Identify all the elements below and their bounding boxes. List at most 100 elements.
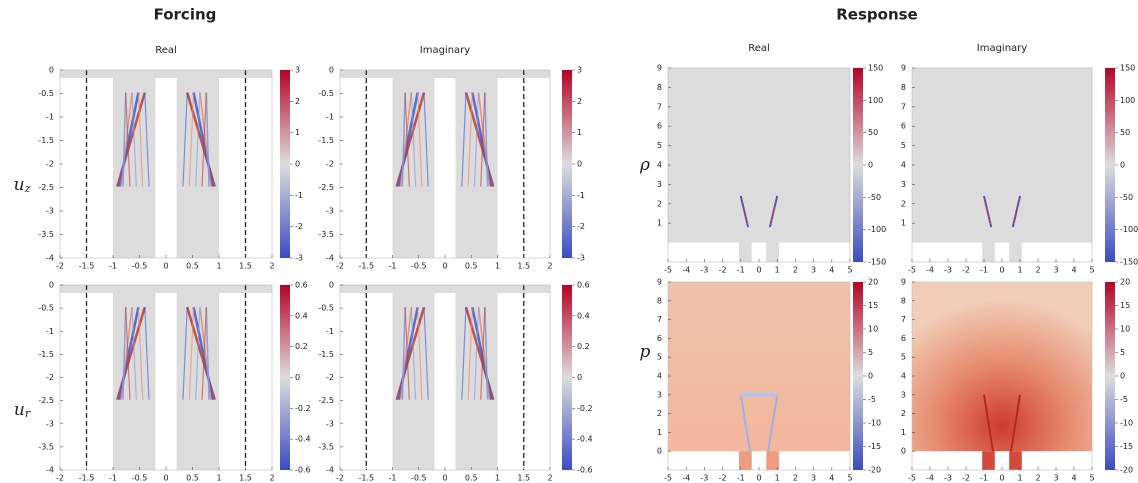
y-tick-label: -1 xyxy=(326,113,334,122)
x-tick-label: 2 xyxy=(269,262,274,271)
y-tick-label: 9 xyxy=(657,64,662,73)
x-tick-label: -0.5 xyxy=(132,262,148,271)
colorbar xyxy=(853,68,863,262)
y-tick-label: 5 xyxy=(657,141,662,150)
colorbar-tick-label: -100 xyxy=(1120,225,1138,234)
y-tick-label: 0 xyxy=(329,66,334,75)
y-tick-label: 9 xyxy=(657,278,662,287)
y-tick-label: -1 xyxy=(46,113,54,122)
y-tick-label: 0 xyxy=(901,447,906,456)
y-tick-label: -1.5 xyxy=(318,350,334,359)
colorbar-tick-label: -0.4 xyxy=(577,435,593,444)
x-tick-label: 5 xyxy=(847,474,852,483)
colorbar-tick-label: -5 xyxy=(1120,395,1128,404)
y-tick-label: 1 xyxy=(901,219,906,228)
panel-title: Real xyxy=(748,43,770,54)
field-stripe xyxy=(461,92,467,187)
y-tick-label: -2.5 xyxy=(318,183,334,192)
x-tick-label: 0 xyxy=(163,474,168,483)
x-tick-label: -5 xyxy=(664,474,672,483)
x-tick-label: 5 xyxy=(1089,266,1094,275)
colorbar-tick-label: -15 xyxy=(868,442,881,451)
x-tick-label: -1 xyxy=(389,474,397,483)
colorbar-tick-label: 100 xyxy=(868,96,883,105)
y-tick-label: 4 xyxy=(901,372,906,381)
colorbar-tick-label: -3 xyxy=(295,254,303,263)
field-stripe xyxy=(195,307,201,400)
colorbar-tick-label: -10 xyxy=(868,419,881,428)
y-tick-label: -2 xyxy=(326,373,334,382)
field-ray xyxy=(983,195,993,228)
y-tick-label: 6 xyxy=(901,122,906,131)
colorbar-tick-label: -3 xyxy=(577,254,585,263)
y-tick-label: -4 xyxy=(326,254,334,263)
x-tick-label: 1 xyxy=(216,474,221,483)
y-tick-label: -3 xyxy=(326,419,334,428)
x-tick-label: 0 xyxy=(442,262,447,271)
colorbar xyxy=(280,70,290,258)
y-tick-label: 5 xyxy=(657,353,662,362)
x-tick-label: -3 xyxy=(700,266,708,275)
row-label-base: p xyxy=(640,342,651,362)
y-tick-label: 6 xyxy=(657,122,662,131)
domain-block xyxy=(455,70,498,258)
header: Forcing xyxy=(154,6,217,24)
field-stripe xyxy=(480,92,486,187)
y-tick-label: -0.5 xyxy=(318,304,334,313)
colorbar-tick-label: -50 xyxy=(868,193,881,202)
colorbar-tick-label: 0 xyxy=(295,373,300,382)
x-tick-label: 2 xyxy=(1035,474,1040,483)
colorbar xyxy=(1105,68,1115,262)
y-tick-label: 8 xyxy=(901,83,906,92)
x-tick-label: -2 xyxy=(719,266,727,275)
x-tick-label: 3 xyxy=(811,266,816,275)
field-ray xyxy=(768,195,779,228)
x-tick-label: -2 xyxy=(56,474,64,483)
y-tick-label: -2 xyxy=(326,160,334,169)
domain-block xyxy=(113,70,156,258)
colorbar-tick-label: -150 xyxy=(1120,258,1138,267)
y-tick-label: -3.5 xyxy=(318,230,334,239)
x-tick-label: 1 xyxy=(1017,266,1022,275)
field-ray xyxy=(739,195,750,228)
field-stripe xyxy=(480,307,486,400)
y-tick-label: 2 xyxy=(657,409,662,418)
x-tick-label: -0.5 xyxy=(411,262,427,271)
field-stripe xyxy=(467,92,473,187)
x-tick-label: -3 xyxy=(944,266,952,275)
x-tick-label: 0 xyxy=(756,266,761,275)
x-tick-label: 2 xyxy=(793,474,798,483)
x-tick-label: -2 xyxy=(56,262,64,271)
x-tick-label: 0 xyxy=(999,266,1004,275)
x-tick-label: 0 xyxy=(163,262,168,271)
field-stripe xyxy=(137,92,144,187)
y-tick-label: -4 xyxy=(46,466,54,475)
colorbar-tick-label: 0.2 xyxy=(577,342,590,351)
inlet xyxy=(738,451,752,470)
x-tick-label: -5 xyxy=(908,474,916,483)
x-tick-label: -1 xyxy=(109,262,117,271)
x-tick-label: -5 xyxy=(664,266,672,275)
field-stripe xyxy=(122,92,127,187)
x-tick-label: 0.5 xyxy=(186,262,199,271)
x-tick-label: 3 xyxy=(1053,266,1058,275)
colorbar-tick-label: 5 xyxy=(868,348,873,357)
colorbar-tick-label: -20 xyxy=(1120,466,1133,475)
y-tick-label: -2.5 xyxy=(318,396,334,405)
y-tick-label: 3 xyxy=(901,390,906,399)
y-tick-label: 5 xyxy=(901,141,906,150)
x-tick-label: -2 xyxy=(962,474,970,483)
domain-strip xyxy=(60,70,272,78)
panel-title: Imaginary xyxy=(420,45,471,56)
field-stripe xyxy=(401,92,406,187)
colorbar-tick-label: -2 xyxy=(295,222,303,231)
field xyxy=(668,282,850,452)
field-stripe xyxy=(484,92,489,187)
x-tick-label: 3 xyxy=(811,474,816,483)
field-ray xyxy=(739,394,751,452)
x-tick-label: 1.5 xyxy=(239,474,252,483)
domain-strip xyxy=(340,285,550,293)
colorbar-tick-label: -0.6 xyxy=(577,466,593,475)
field-stripe xyxy=(195,92,201,187)
colorbar-tick-label: 2 xyxy=(295,97,300,106)
